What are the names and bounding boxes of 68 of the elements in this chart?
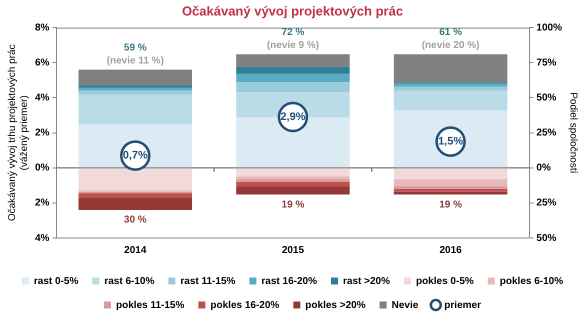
bar bbox=[78, 90, 192, 95]
annotation: 59 % bbox=[124, 42, 147, 54]
bar bbox=[394, 86, 508, 91]
bar bbox=[236, 179, 350, 182]
bar bbox=[394, 192, 508, 195]
legend-label: priemer bbox=[444, 300, 482, 311]
chart-title: Očakávaný vývoj projektových prác bbox=[182, 3, 404, 18]
annotation: (nevie 9 %) bbox=[266, 40, 320, 51]
y-tick-label: 2% bbox=[35, 198, 50, 209]
legend-label: pokles 11-15% bbox=[116, 300, 184, 311]
bar bbox=[78, 94, 192, 124]
bar bbox=[236, 74, 350, 82]
annotation: (nevie 20 %) bbox=[422, 40, 480, 51]
y-tick-label: 0% bbox=[35, 162, 50, 174]
legend-label: pokles 6-10% bbox=[500, 276, 564, 287]
bar bbox=[78, 193, 192, 198]
legend-label: pokles >20% bbox=[305, 300, 366, 311]
bar bbox=[78, 168, 192, 190]
legend-label: rast 0-5% bbox=[34, 276, 78, 287]
legend-label: pokles 16-20% bbox=[210, 300, 280, 311]
annotation: 72 % bbox=[282, 27, 304, 38]
bar bbox=[394, 186, 508, 189]
annotation: (nevie 11 %) bbox=[106, 55, 164, 66]
bar bbox=[78, 70, 192, 86]
y2-tick-label: 100% bbox=[536, 22, 562, 34]
y2-tick-label: 25% bbox=[536, 128, 557, 139]
bar bbox=[78, 197, 192, 210]
bar bbox=[236, 182, 350, 186]
legend-label: rast >20% bbox=[342, 276, 390, 287]
bar bbox=[236, 186, 350, 195]
bar bbox=[394, 54, 508, 82]
bar bbox=[236, 54, 350, 67]
bar bbox=[394, 110, 508, 168]
annotation: 30 % bbox=[124, 214, 147, 226]
y-axis-title: Očakávaný vývoj trhu projektových prác (vážený priemer) bbox=[6, 44, 30, 222]
data-label: 1,5% bbox=[438, 136, 464, 148]
y-tick-label: 4% bbox=[35, 232, 50, 244]
y-tick-label: 2% bbox=[35, 128, 50, 139]
bar bbox=[394, 90, 508, 110]
annotation: 19 % bbox=[439, 199, 462, 210]
bar bbox=[394, 179, 508, 186]
y2-tick-label: 0% bbox=[536, 162, 551, 174]
y2-tick-label: 25% bbox=[536, 198, 557, 209]
bar bbox=[236, 168, 350, 176]
bar bbox=[394, 84, 508, 87]
y2-tick-label: 75% bbox=[536, 57, 557, 68]
legend-label: rast 6-10% bbox=[104, 276, 154, 287]
y-tick-label: 4% bbox=[35, 92, 50, 104]
bar bbox=[236, 82, 350, 92]
data-label: 2,9% bbox=[280, 111, 306, 124]
legend-label: rast 11-15% bbox=[180, 276, 236, 287]
annotation: 19 % bbox=[282, 199, 304, 210]
data-label: 0,7% bbox=[122, 150, 148, 162]
x-tick-label: 2014 bbox=[124, 244, 147, 256]
bar bbox=[236, 66, 350, 74]
legend-label: Nevie bbox=[392, 300, 419, 311]
y-tick-label: 6% bbox=[35, 57, 50, 68]
legend-label: pokles 0-5% bbox=[416, 276, 474, 287]
annotation: 61 % bbox=[439, 27, 462, 38]
y-tick-label: 8% bbox=[35, 22, 50, 34]
bar bbox=[78, 85, 192, 88]
y2-tick-label: 50% bbox=[536, 232, 557, 244]
x-tick-label: 2016 bbox=[439, 244, 462, 256]
legend-label: rast 16-20% bbox=[261, 276, 318, 287]
x-tick-label: 2015 bbox=[282, 244, 304, 256]
y2-axis-title: Podiel spoločností bbox=[567, 92, 578, 174]
bar bbox=[394, 168, 508, 180]
y2-tick-label: 50% bbox=[536, 92, 557, 104]
